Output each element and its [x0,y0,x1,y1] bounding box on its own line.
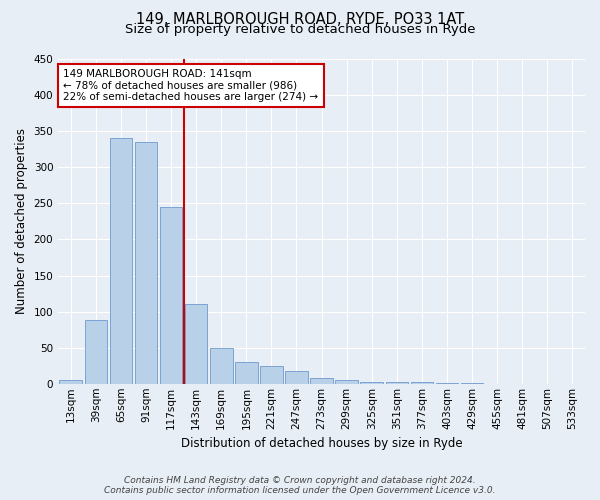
Bar [410,382,433,384]
Bar [160,207,182,384]
Bar [461,383,484,384]
Text: 149, MARLBOROUGH ROAD, RYDE, PO33 1AT: 149, MARLBOROUGH ROAD, RYDE, PO33 1AT [136,12,464,28]
Bar [85,320,107,384]
Bar [235,362,257,384]
Bar [335,380,358,384]
Text: 149 MARLBOROUGH ROAD: 141sqm
← 78% of detached houses are smaller (986)
22% of s: 149 MARLBOROUGH ROAD: 141sqm ← 78% of de… [64,68,319,102]
Bar [134,142,157,384]
Text: Contains HM Land Registry data © Crown copyright and database right 2024.
Contai: Contains HM Land Registry data © Crown c… [104,476,496,495]
Bar [59,380,82,384]
Bar [210,348,233,384]
Bar [436,383,458,384]
Bar [361,382,383,384]
Bar [310,378,333,384]
Bar [386,382,408,384]
Bar [110,138,132,384]
Bar [285,371,308,384]
Y-axis label: Number of detached properties: Number of detached properties [15,128,28,314]
Bar [185,304,208,384]
Bar [260,366,283,384]
X-axis label: Distribution of detached houses by size in Ryde: Distribution of detached houses by size … [181,437,463,450]
Text: Size of property relative to detached houses in Ryde: Size of property relative to detached ho… [125,22,475,36]
